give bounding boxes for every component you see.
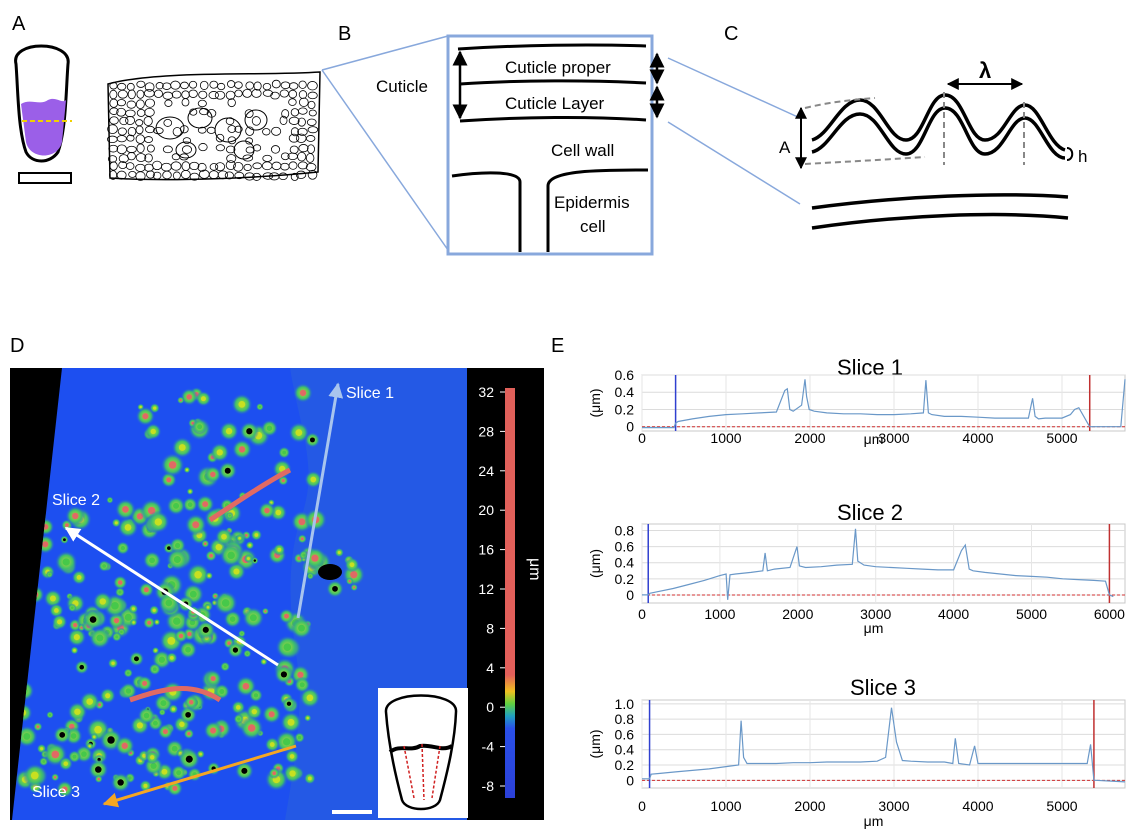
zoom-lines-b xyxy=(321,35,449,251)
profile-charts: Slice 100.20.40.60 1000 2000 3000 4000 5000(μ… xyxy=(587,355,1126,829)
slice-2-arrow xyxy=(64,526,279,667)
label-cuticle-proper: Cuticle proper xyxy=(505,58,611,77)
plot-area xyxy=(641,523,1126,604)
wrinkled-cuticle xyxy=(811,93,1066,160)
cuticle-zoom-box xyxy=(446,34,654,256)
colorbar-tick-label: 24 xyxy=(478,463,494,479)
plot-area xyxy=(641,374,1126,432)
colorbar-tick-label: 4 xyxy=(486,660,494,676)
y-tick-label: 0.8 xyxy=(615,522,635,538)
profile-chart: Slice 100.20.40.60 1000 2000 3000 4000 5000(μ… xyxy=(587,355,1126,447)
slice-2-label: Slice 2 xyxy=(52,492,100,509)
x-tick-label: 4000 xyxy=(962,430,993,446)
slice-1-arrow xyxy=(296,382,344,619)
panel-label-e: E xyxy=(551,335,564,357)
x-tick-label: 4000 xyxy=(938,606,969,622)
y-tick-label: 0 xyxy=(626,419,634,435)
x-tick-label: 5000 xyxy=(1046,798,1077,814)
slice-3-arrow xyxy=(102,744,297,808)
label-cuticle-layer: Cuticle Layer xyxy=(505,94,605,113)
slice-1-label: Slice 1 xyxy=(346,385,394,402)
height-brace xyxy=(1066,147,1074,161)
colorbar-tick-label: -4 xyxy=(482,739,495,755)
label-height: h xyxy=(1078,147,1087,166)
y-tick-label: 0.2 xyxy=(615,571,635,587)
x-tick-label: 6000 xyxy=(1094,606,1125,622)
wrinkle-guides xyxy=(804,92,1025,165)
x-axis-label: μm xyxy=(864,620,884,636)
x-tick-label: 3000 xyxy=(878,798,909,814)
cuticle-layers xyxy=(451,43,649,252)
colorbar: 32 28 24 20 16 12 8 4 0 -4 -8 μm xyxy=(468,368,544,820)
profile-line xyxy=(642,528,1114,600)
y-tick-label: 0.4 xyxy=(615,384,635,400)
colorbar-tick-label: 20 xyxy=(478,502,494,518)
x-tick-label: 1000 xyxy=(704,606,735,622)
colorbar-tick-label: -8 xyxy=(482,778,495,794)
label-lambda: λ xyxy=(979,58,991,83)
y-tick-label: 0.6 xyxy=(615,367,635,383)
tissue-section-drawing xyxy=(107,71,321,181)
y-tick-label: 0.2 xyxy=(615,757,635,773)
colorbar-tick-label: 8 xyxy=(486,620,494,636)
y-axis-label: (μm) xyxy=(587,388,603,417)
y-tick-label: 0.2 xyxy=(615,401,635,417)
x-tick-label: 0 xyxy=(638,606,646,622)
y-tick-label: 0.8 xyxy=(615,711,635,727)
zoom-lines-c xyxy=(667,57,801,205)
y-tick-label: 1.0 xyxy=(615,696,635,712)
colorbar-tick-label: 0 xyxy=(486,699,494,715)
colorbar-tick-label: 16 xyxy=(478,542,494,558)
bud-icon xyxy=(14,44,72,184)
x-axis-label: μm xyxy=(864,813,884,829)
label-amplitude: A xyxy=(779,138,791,157)
x-tick-label: 5000 xyxy=(1046,430,1077,446)
x-tick-label: 3000 xyxy=(878,430,909,446)
x-axis-label: μm xyxy=(864,431,884,447)
panel-label-d: D xyxy=(10,335,24,357)
profile-line xyxy=(642,707,1126,783)
label-epidermis-cell: cell xyxy=(580,217,606,236)
label-epidermis: Epidermis xyxy=(554,193,630,212)
chart-title: Slice 3 xyxy=(850,675,916,700)
x-tick-label: 1000 xyxy=(710,430,741,446)
panel-label-c: C xyxy=(724,23,738,45)
y-axis-label: (μm) xyxy=(587,729,603,758)
y-tick-label: 0.6 xyxy=(615,539,635,555)
x-tick-label: 2000 xyxy=(782,606,813,622)
y-axis-label: (μm) xyxy=(587,549,603,578)
y-tick-label: 0.6 xyxy=(615,726,635,742)
label-cuticle: Cuticle xyxy=(376,77,428,96)
chart-title: Slice 2 xyxy=(837,500,903,525)
x-tick-label: 1000 xyxy=(710,798,741,814)
x-tick-label: 2000 xyxy=(794,798,825,814)
colorbar-unit: μm xyxy=(526,558,543,581)
x-tick-label: 0 xyxy=(638,798,646,814)
plot-area xyxy=(641,699,1126,789)
panel-label-a: A xyxy=(12,13,26,35)
slice-3-label: Slice 3 xyxy=(32,784,80,801)
label-cell-wall: Cell wall xyxy=(551,141,614,160)
inset-bud xyxy=(378,688,468,818)
y-tick-label: 0 xyxy=(626,587,634,603)
profile-chart: Slice 200.20.40.60.80 1000 2000 3000 4000 500… xyxy=(587,500,1126,636)
x-tick-label: 4000 xyxy=(962,798,993,814)
x-tick-label: 5000 xyxy=(1016,606,1047,622)
y-tick-label: 0.4 xyxy=(615,742,635,758)
x-tick-label: 2000 xyxy=(794,430,825,446)
y-tick-label: 0 xyxy=(626,772,634,788)
colorbar-tick-label: 28 xyxy=(478,423,494,439)
profile-chart: Slice 300.20.40.60.81.00 1000 2000 3000 4000… xyxy=(587,675,1126,829)
panel-label-b: B xyxy=(338,23,351,45)
flat-cuticle xyxy=(811,193,1069,230)
x-tick-label: 3000 xyxy=(860,606,891,622)
y-tick-label: 0.4 xyxy=(615,555,635,571)
colorbar-tick-label: 32 xyxy=(478,384,494,400)
height-map xyxy=(10,368,468,820)
x-tick-label: 0 xyxy=(638,430,646,446)
colorbar-tick-label: 12 xyxy=(478,581,494,597)
profile-line xyxy=(642,379,1126,429)
